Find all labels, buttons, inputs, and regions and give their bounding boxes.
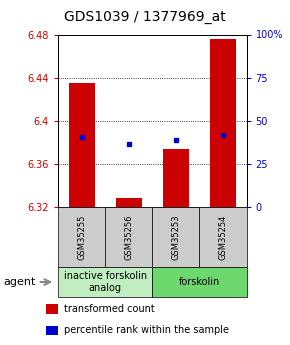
Bar (69, 83, 95, 207)
Text: forskolin: forskolin (179, 277, 220, 287)
Text: inactive forskolin
analog: inactive forskolin analog (64, 271, 147, 293)
Text: transformed count: transformed count (64, 304, 155, 314)
Bar (58, 207, 105, 267)
Text: percentile rank within the sample: percentile rank within the sample (64, 325, 229, 335)
Text: GSM35254: GSM35254 (218, 215, 227, 260)
Text: GSM35255: GSM35255 (77, 215, 86, 260)
Bar (58, 267, 152, 297)
Text: GSM35253: GSM35253 (171, 215, 180, 260)
Bar (210, 39, 236, 207)
Bar (163, 149, 189, 207)
Text: agent: agent (3, 277, 35, 287)
Bar (46, 326, 58, 335)
Text: GDS1039 / 1377969_at: GDS1039 / 1377969_at (64, 10, 226, 24)
Bar (152, 207, 200, 267)
Text: GSM35256: GSM35256 (124, 215, 133, 260)
Bar (105, 207, 152, 267)
Bar (116, 198, 142, 207)
Bar (152, 267, 246, 297)
Bar (200, 207, 246, 267)
Bar (46, 304, 58, 314)
